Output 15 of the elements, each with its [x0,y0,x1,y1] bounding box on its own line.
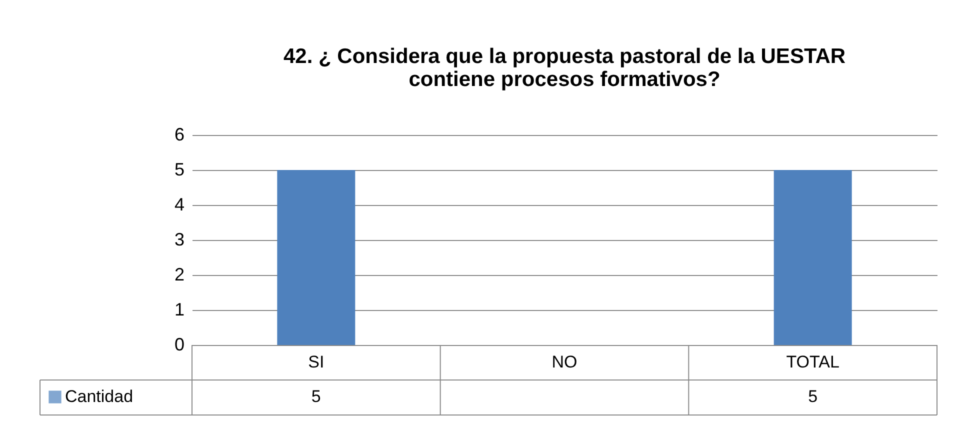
y-tick-label: 3 [174,230,184,250]
text: contiene procesos formativos? [408,68,720,91]
x-tick-label: NO [552,352,578,372]
y-tick-label: 2 [174,264,184,284]
data-label: 5 [808,387,818,406]
x-tick-label: SI [308,352,324,372]
y-tick-label: 4 [174,194,184,214]
y-tick-label: 5 [174,160,184,180]
data-label: 5 [311,387,321,406]
x-tick-label: TOTAL [786,352,840,372]
legend-label: Cantidad [65,387,134,406]
y-tick-label: 6 [174,124,184,144]
y-tick-label: 1 [174,300,184,320]
text: 42. ¿ Considera que la propuesta pastoral de la UESTAR [283,45,846,68]
y-tick-label: 0 [174,334,184,354]
